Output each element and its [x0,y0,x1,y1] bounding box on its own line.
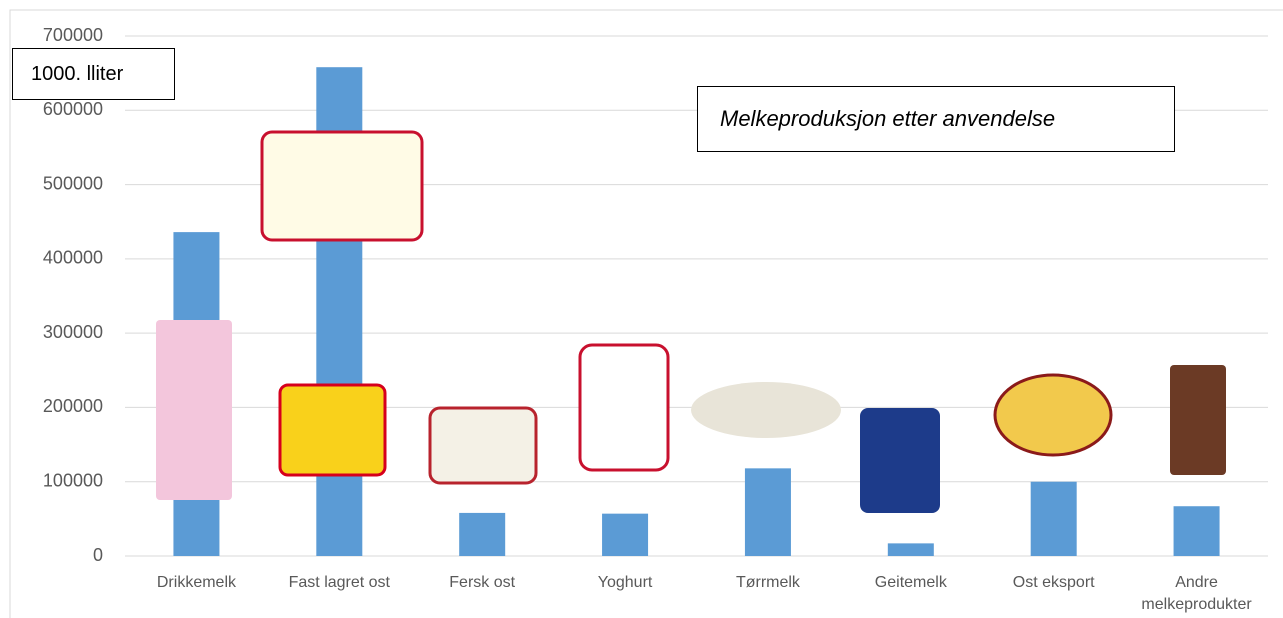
bar [1030,481,1077,556]
product-image [260,130,424,242]
y-tick-label: 400000 [43,248,103,268]
x-tick-label: Fast lagret ost [288,574,390,591]
product-image [156,320,232,500]
product-image [691,382,841,438]
y-tick-label: 0 [93,545,103,565]
x-tick-label: Ost eksport [1012,574,1095,591]
x-tick-label: Fersk ost [449,574,516,591]
x-tick-label: Drikkemelk [156,574,236,591]
bar [887,543,934,556]
y-tick-label: 600000 [43,99,103,119]
x-tick-label: Tørrmelk [735,574,800,591]
product-image [993,373,1113,457]
product-image [428,406,538,485]
product-image [278,383,387,477]
y-axis-label: 1000. lliter [12,48,175,100]
bar [602,513,649,556]
x-tick-label: Yoghurt [597,574,653,591]
bar [1173,506,1220,556]
bar [744,468,791,556]
chart-title: Melkeproduksjon etter anvendelse [697,86,1175,152]
bar [459,512,506,556]
y-tick-label: 300000 [43,322,103,342]
x-tick-label: Geitemelk [874,574,947,591]
chart-frame [9,9,1283,618]
product-image [578,343,670,472]
y-tick-label: 200000 [43,396,103,416]
y-tick-label: 700000 [43,25,103,45]
product-image [860,408,940,513]
y-tick-label: 100000 [43,470,103,490]
y-tick-label: 500000 [43,173,103,193]
product-images [156,130,1226,513]
x-tick-label: Andre melkeprodukter [1141,574,1252,613]
product-image [1170,365,1226,475]
